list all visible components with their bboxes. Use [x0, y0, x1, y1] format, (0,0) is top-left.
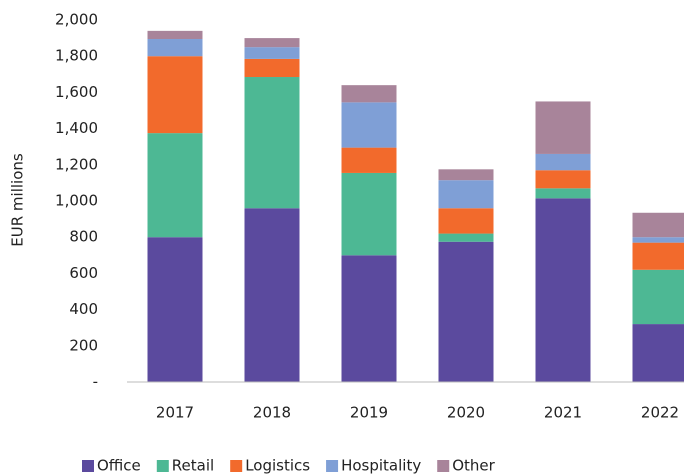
- y-tick-label: 400: [69, 300, 98, 318]
- bar-segment: [438, 180, 494, 209]
- bar-segment: [632, 242, 684, 270]
- y-tick-label: 1,800: [55, 47, 98, 65]
- legend-swatch: [437, 460, 450, 472]
- legend-swatch: [326, 460, 339, 472]
- bar-segment: [341, 85, 397, 103]
- bar-segment: [438, 169, 494, 181]
- bar-segment: [438, 233, 494, 242]
- bar-segment: [341, 147, 397, 173]
- y-tick-label: 1,000: [55, 192, 98, 210]
- bar-segment: [147, 56, 203, 134]
- x-tick-label: 2018: [253, 404, 291, 422]
- bar-segment: [147, 30, 203, 40]
- y-tick-label: 1,400: [55, 119, 98, 137]
- legend-swatch: [156, 460, 169, 472]
- legend-label: Retail: [172, 457, 214, 475]
- bar-segment: [244, 208, 300, 382]
- y-tick-label: 1,200: [55, 155, 98, 173]
- x-tick-label: 2019: [350, 404, 388, 422]
- x-tick-label: 2020: [447, 404, 485, 422]
- bar-segment: [244, 47, 300, 59]
- bar-segment: [535, 198, 591, 382]
- x-tick-label: 2021: [544, 404, 582, 422]
- y-axis-label: EUR millions: [9, 153, 27, 247]
- legend-label: Hospitality: [341, 457, 421, 475]
- bar-segment: [147, 133, 203, 238]
- y-tick-label: -: [93, 373, 98, 391]
- bar-segment: [632, 212, 684, 238]
- legend-label: Logistics: [245, 457, 310, 475]
- bar-segment: [632, 269, 684, 325]
- y-tick-label: 800: [69, 228, 98, 246]
- bar-segment: [147, 39, 203, 57]
- bar-segment: [632, 324, 684, 382]
- bar-segment: [535, 170, 591, 189]
- bar-segment: [244, 58, 300, 78]
- bar-segment: [438, 208, 494, 234]
- bar-segment: [535, 153, 591, 171]
- bar-segment: [341, 102, 397, 148]
- bar-segment: [341, 172, 397, 256]
- bar-segment: [244, 77, 300, 209]
- y-tick-label: 200: [69, 336, 98, 354]
- legend-swatch: [230, 460, 243, 472]
- bar-segment: [341, 255, 397, 382]
- legend-label: Office: [97, 457, 141, 475]
- bar-segment: [535, 101, 591, 154]
- legend-label: Other: [452, 457, 495, 475]
- y-tick-label: 1,600: [55, 83, 98, 101]
- bar-segment: [244, 38, 300, 48]
- bar-segment: [535, 188, 591, 199]
- y-tick-label: 600: [69, 264, 98, 282]
- bar-segment: [438, 241, 494, 382]
- legend-swatch: [82, 460, 94, 472]
- bar-segment: [632, 237, 684, 243]
- y-tick-label: 2,000: [55, 11, 98, 29]
- x-tick-label: 2022: [641, 404, 679, 422]
- bar-segment: [147, 237, 203, 382]
- x-tick-label: 2017: [156, 404, 194, 422]
